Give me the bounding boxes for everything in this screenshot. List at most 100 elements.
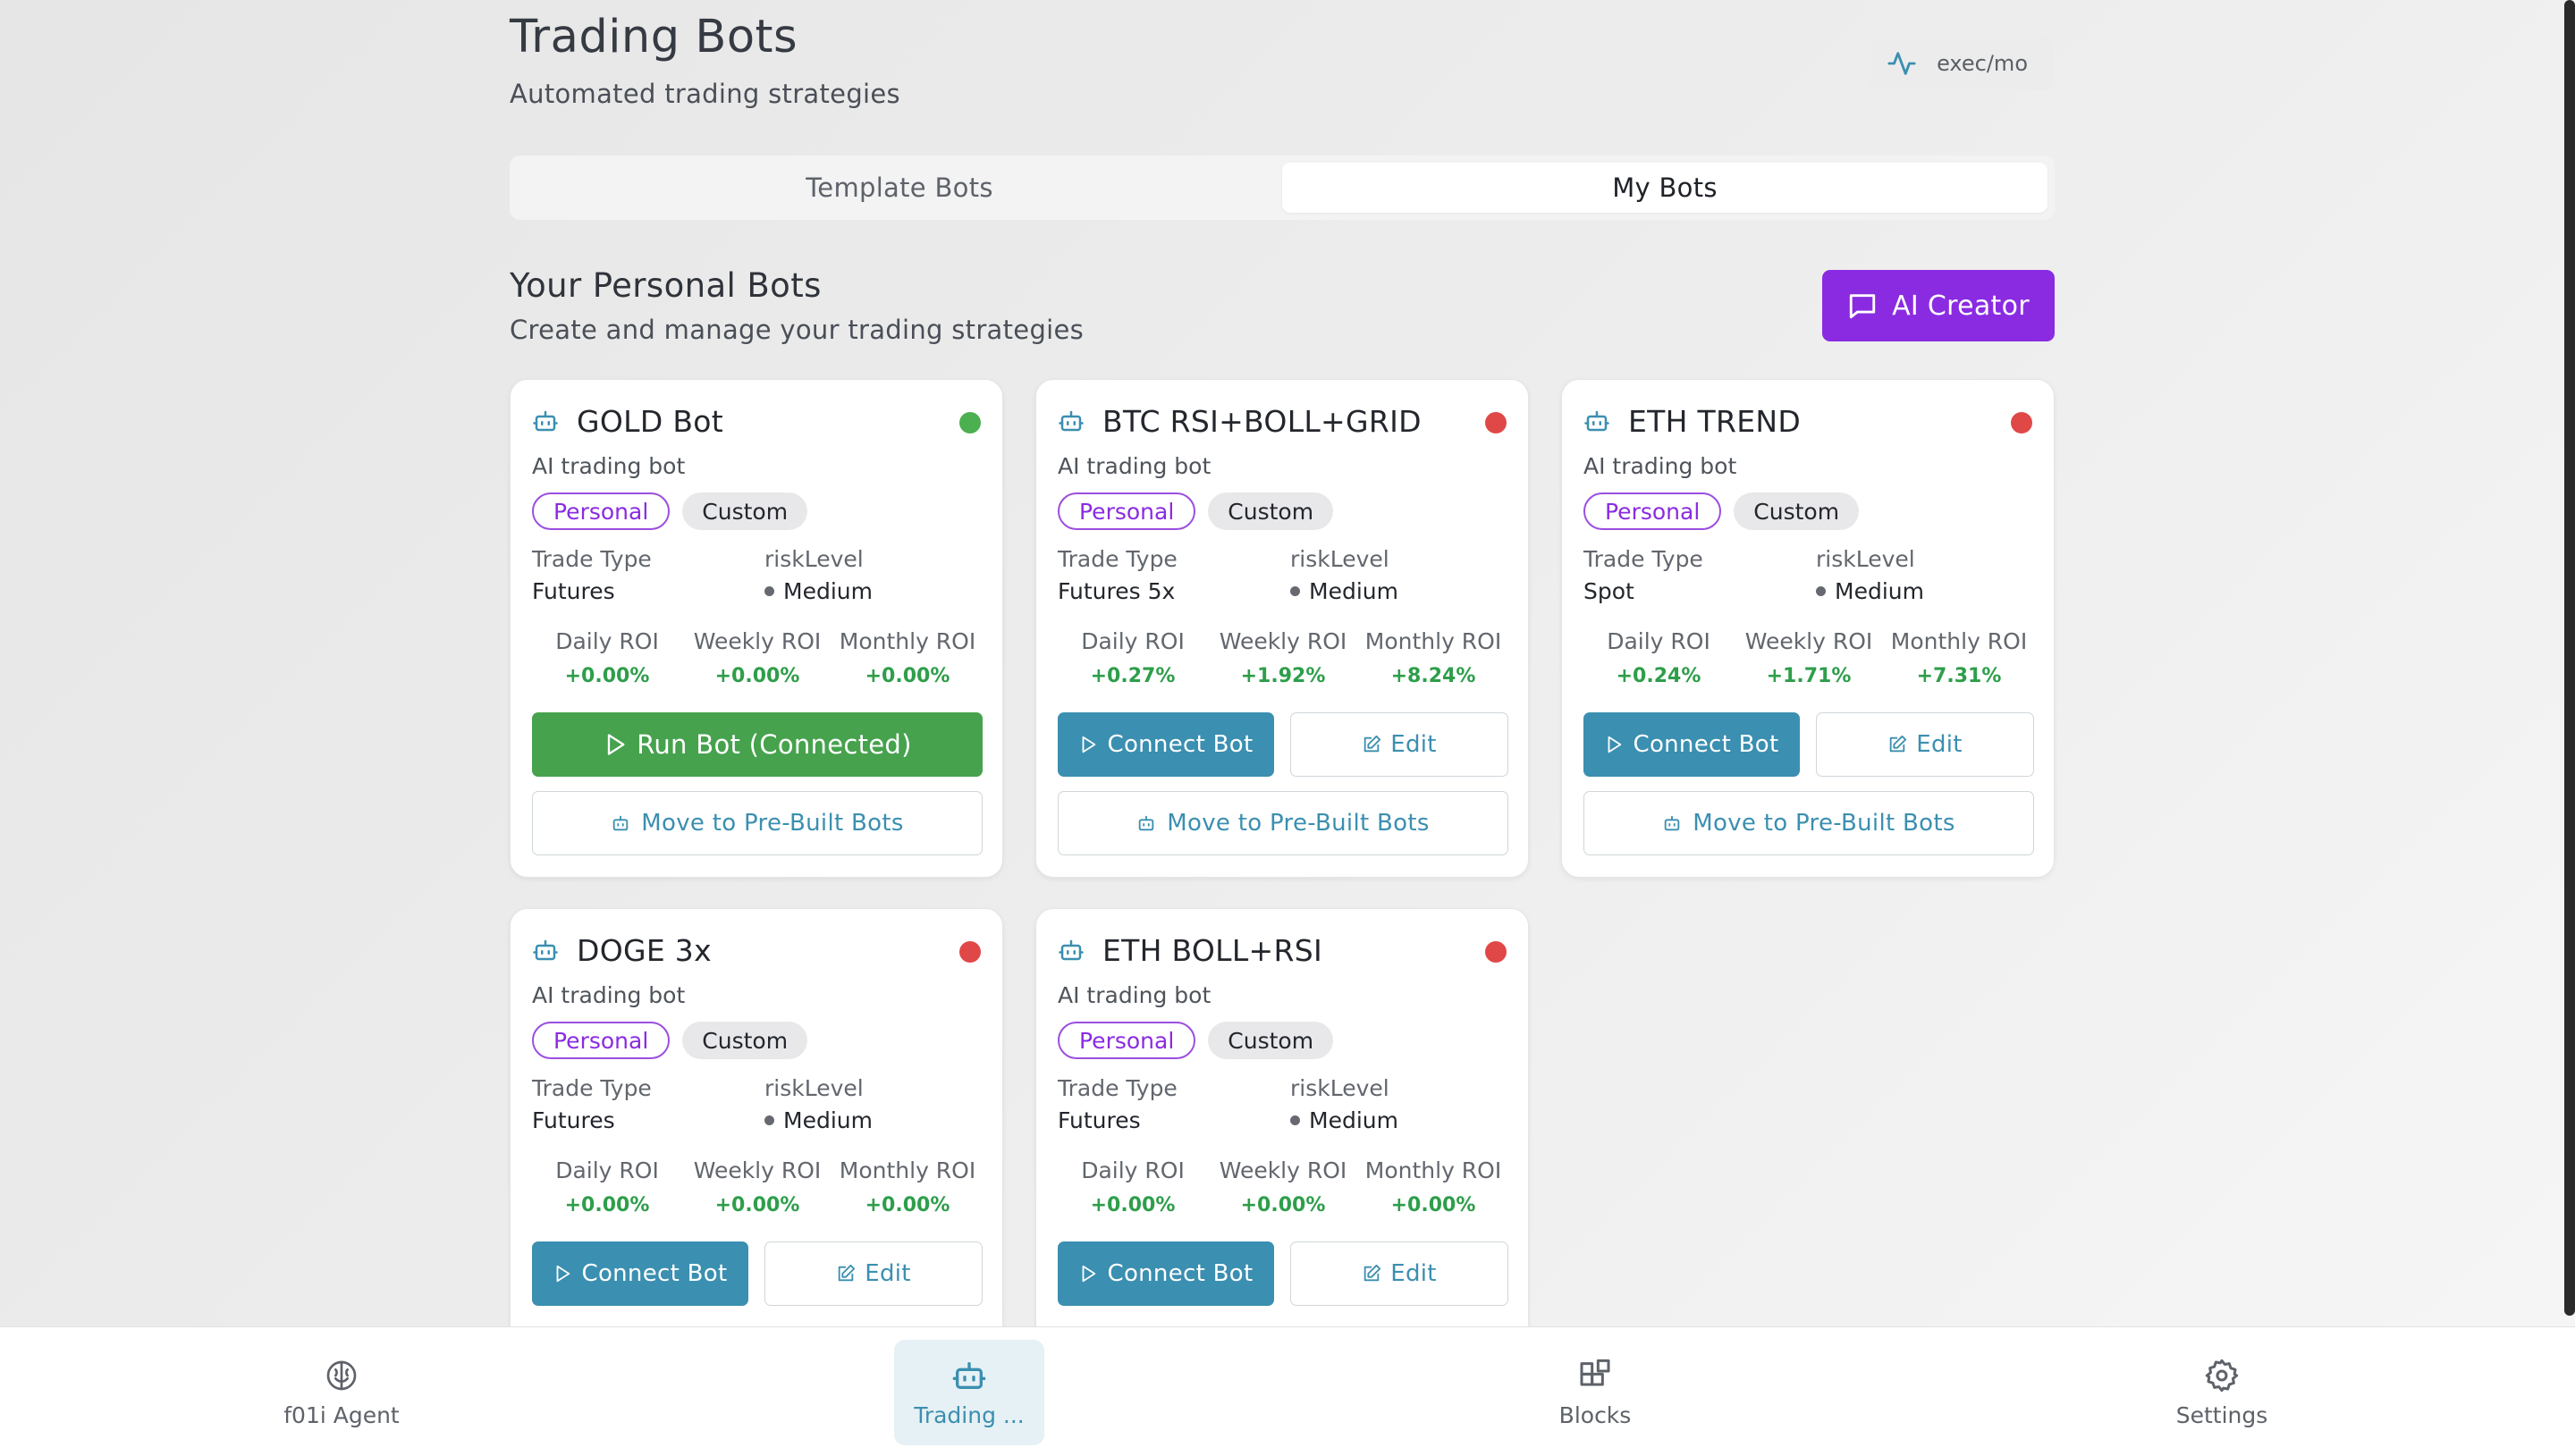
bot-description: AI trading bot (532, 982, 686, 1008)
daily-roi-value: +0.00% (564, 665, 650, 687)
connect-bot-button[interactable]: Connect Bot (532, 1241, 748, 1306)
monthly-roi-value: +0.00% (1390, 1194, 1476, 1216)
connect-bot-label: Connect Bot (1633, 731, 1779, 758)
roi-stats: Daily ROI +0.00% Weekly ROI +0.00% Monthly… (1058, 1157, 1508, 1216)
trade-type-label: Trade Type (1583, 546, 1703, 572)
monthly-roi: Monthly ROI +0.00% (1358, 1157, 1508, 1216)
card-actions: Connect Bot Edit (1058, 712, 1508, 777)
risk-level-text: Medium (1309, 578, 1398, 604)
monthly-roi-label: Monthly ROI (839, 1157, 976, 1183)
nav-label: Trading ... (914, 1401, 1025, 1428)
trade-type-value: Futures 5x (1058, 578, 1176, 604)
edit-button[interactable]: Edit (1816, 712, 2034, 777)
risk-level-value: Medium (1816, 578, 1924, 604)
connect-bot-button[interactable]: Connect Bot (1058, 1241, 1274, 1306)
tag-personal: Personal (1583, 492, 1722, 530)
run-bot-button[interactable]: Run Bot (Connected) (532, 712, 983, 777)
edit-icon (1363, 735, 1381, 753)
status-indicator (959, 412, 981, 433)
trade-type-label: Trade Type (532, 1075, 652, 1101)
move-label: Move to Pre-Built Bots (641, 810, 904, 837)
edit-label: Edit (1390, 1260, 1437, 1287)
exec-badge-label: exec/mo (1937, 51, 2028, 76)
edit-button[interactable]: Edit (1290, 712, 1508, 777)
risk-level-label: riskLevel (1816, 546, 1915, 572)
bot-description: AI trading bot (1583, 453, 1737, 479)
risk-dot (764, 1115, 774, 1125)
bot-meta: Trade Type Futures 5x riskLevel Medium (1058, 546, 1508, 609)
tab-my-bots[interactable]: My Bots (1282, 163, 2047, 213)
bot-icon (533, 410, 558, 432)
risk-level-text: Medium (1835, 578, 1924, 604)
bottom-nav: f01i Agent Trading ... Blocks Settings (0, 1326, 2575, 1456)
weekly-roi-label: Weekly ROI (693, 1157, 822, 1183)
bot-card: DOGE 3x AI trading bot Personal Custom T… (510, 908, 1003, 1407)
monthly-roi: Monthly ROI +7.31% (1884, 628, 2034, 687)
bot-icon (533, 939, 558, 961)
play-icon (1608, 736, 1622, 753)
nav-item-trading[interactable]: Trading ... (894, 1340, 1044, 1445)
bot-meta: Trade Type Futures riskLevel Medium (532, 1075, 983, 1138)
weekly-roi-value: +0.00% (714, 665, 800, 687)
edit-button[interactable]: Edit (1290, 1241, 1508, 1306)
connect-bot-button[interactable]: Connect Bot (1583, 712, 1800, 777)
bot-name: ETH TREND (1628, 403, 1802, 439)
play-icon (557, 1265, 570, 1283)
bot-name: GOLD Bot (577, 403, 723, 439)
trade-type-label: Trade Type (532, 546, 652, 572)
tag-custom: Custom (1208, 1022, 1334, 1059)
bot-meta: Trade Type Futures riskLevel Medium (532, 546, 983, 609)
bot-tags: Personal Custom (1058, 1022, 1334, 1059)
bot-card: ETH TREND AI trading bot Personal Custom… (1561, 379, 2055, 878)
tag-personal: Personal (1058, 1022, 1196, 1059)
bot-tabs: Template Bots My Bots (510, 156, 2055, 220)
daily-roi-label: Daily ROI (555, 628, 659, 654)
weekly-roi-value: +1.92% (1240, 665, 1326, 687)
daily-roi-label: Daily ROI (1607, 628, 1710, 654)
nav-item-agent[interactable]: f01i Agent (266, 1340, 417, 1445)
bot-description: AI trading bot (1058, 982, 1212, 1008)
risk-dot (1290, 1115, 1300, 1125)
risk-level-label: riskLevel (764, 546, 864, 572)
weekly-roi: Weekly ROI +0.00% (682, 1157, 832, 1216)
bot-tags: Personal Custom (1058, 492, 1334, 530)
play-icon (1083, 1265, 1096, 1283)
weekly-roi-label: Weekly ROI (1219, 628, 1347, 654)
daily-roi: Daily ROI +0.00% (532, 1157, 682, 1216)
move-to-prebuilt-button[interactable]: Move to Pre-Built Bots (532, 791, 983, 855)
bot-icon (613, 815, 629, 831)
status-indicator (1485, 941, 1507, 963)
bot-tags: Personal Custom (532, 1022, 808, 1059)
daily-roi-value: +0.27% (1090, 665, 1176, 687)
weekly-roi-label: Weekly ROI (1219, 1157, 1347, 1183)
monthly-roi: Monthly ROI +0.00% (832, 1157, 983, 1216)
risk-level-text: Medium (1309, 1107, 1398, 1133)
roi-stats: Daily ROI +0.00% Weekly ROI +0.00% Monthly… (532, 1157, 983, 1216)
tag-custom: Custom (1208, 492, 1334, 530)
card-header: BTC RSI+BOLL+GRID (1058, 403, 1507, 439)
monthly-roi: Monthly ROI +0.00% (832, 628, 983, 687)
risk-dot (1290, 585, 1300, 596)
monthly-roi-value: +8.24% (1390, 665, 1476, 687)
activity-icon (1887, 52, 1916, 75)
nav-item-blocks[interactable]: Blocks (1520, 1340, 1670, 1445)
card-header: DOGE 3x (532, 932, 981, 968)
nav-label: f01i Agent (283, 1401, 400, 1428)
move-to-prebuilt-button[interactable]: Move to Pre-Built Bots (1583, 791, 2034, 855)
edit-button[interactable]: Edit (764, 1241, 983, 1306)
nav-item-settings[interactable]: Settings (2147, 1340, 2297, 1445)
page-scrollbar[interactable] (2564, 0, 2575, 1316)
move-to-prebuilt-button[interactable]: Move to Pre-Built Bots (1058, 791, 1508, 855)
monthly-roi-label: Monthly ROI (839, 628, 976, 654)
connect-bot-button[interactable]: Connect Bot (1058, 712, 1274, 777)
risk-level-value: Medium (764, 578, 873, 604)
edit-icon (1889, 735, 1907, 753)
tab-template-bots[interactable]: Template Bots (806, 173, 993, 203)
tag-personal: Personal (532, 492, 671, 530)
risk-level-value: Medium (1290, 578, 1398, 604)
exec-badge[interactable]: exec/mo (1865, 38, 2055, 89)
gear-icon (2205, 1359, 2239, 1392)
ai-creator-button[interactable]: AI Creator (1822, 270, 2055, 341)
weekly-roi-value: +0.00% (714, 1194, 800, 1216)
daily-roi-label: Daily ROI (555, 1157, 659, 1183)
